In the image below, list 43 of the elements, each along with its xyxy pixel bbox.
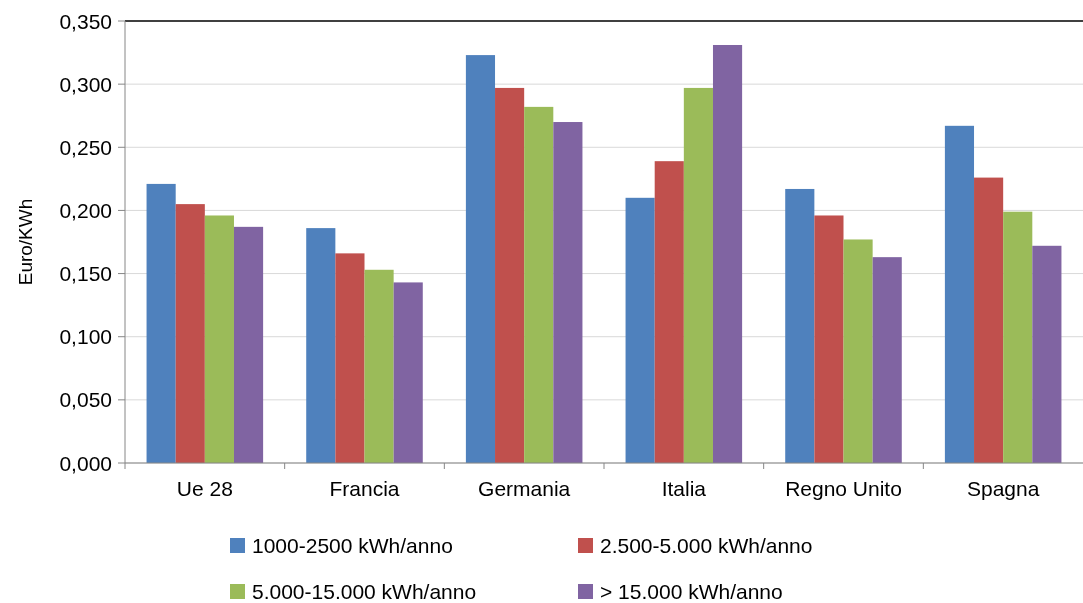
bar	[625, 197, 655, 463]
bar	[974, 177, 1004, 463]
bar	[495, 87, 525, 463]
bar	[233, 226, 264, 463]
x-tick-label: Francia	[329, 477, 400, 500]
bar	[785, 188, 815, 463]
x-tick-label: Ue 28	[176, 477, 233, 500]
bar	[146, 183, 176, 463]
bar	[306, 228, 336, 463]
y-tick-label: 0,200	[59, 198, 112, 222]
x-tick-label: Spagna	[966, 477, 1040, 500]
legend-label: 2.500-5.000 kWh/anno	[600, 533, 813, 557]
y-tick-label: 0,050	[59, 388, 112, 412]
bar	[814, 215, 844, 463]
x-tick-label: Germania	[478, 477, 571, 500]
bar	[553, 122, 583, 463]
bar	[465, 55, 496, 463]
legend-label: > 15.000 kWh/anno	[600, 579, 783, 603]
bar	[872, 257, 902, 463]
bar	[712, 44, 743, 463]
bar	[944, 125, 975, 463]
bar	[364, 269, 394, 463]
bar	[1003, 211, 1033, 463]
bar	[654, 161, 684, 463]
bar	[843, 239, 873, 463]
x-tick-label: Regno Unito	[785, 477, 902, 500]
legend-label: 5.000-15.000 kWh/anno	[252, 579, 477, 603]
x-tick-label: Italia	[661, 477, 707, 500]
y-tick-label: 0,300	[59, 72, 112, 96]
legend-label: 1000-2500 kWh/anno	[252, 533, 453, 557]
bar	[175, 204, 205, 463]
bar	[335, 253, 365, 463]
y-tick-label: 0,250	[59, 135, 112, 159]
bar	[393, 282, 423, 463]
y-axis-title: Euro/KWh	[14, 198, 36, 286]
bar	[204, 215, 234, 463]
bar	[524, 106, 554, 463]
y-tick-label: 0,000	[59, 451, 112, 475]
y-tick-label: 0,350	[59, 9, 112, 33]
y-tick-label: 0,100	[59, 325, 112, 349]
bar	[1032, 245, 1062, 463]
y-tick-label: 0,150	[59, 262, 112, 286]
bar	[683, 87, 713, 463]
